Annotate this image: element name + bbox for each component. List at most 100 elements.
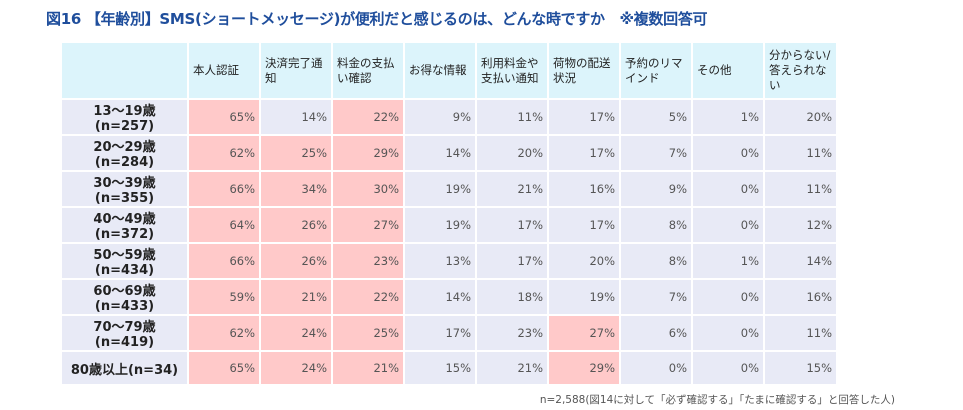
value-cell: 17% (477, 208, 547, 242)
value-cell: 11% (477, 100, 547, 134)
sample-note: n=2,588(図14に対して「必ず確認する」「たまに確認する」と回答した人) (539, 394, 895, 406)
value-cell: 11% (765, 136, 836, 170)
value-cell: 21% (333, 352, 403, 384)
header-corner (62, 43, 187, 98)
value-cell: 11% (765, 316, 836, 350)
value-cell: 8% (621, 208, 691, 242)
value-cell: 0% (693, 208, 763, 242)
table-row: 50〜59歳(n=434) 66% 26% 23% 13% 17% 20% 8% 1% 14% (62, 244, 836, 278)
row-label: 60〜69歳(n=433) (62, 280, 187, 314)
row-label: 13〜19歳(n=257) (62, 100, 187, 134)
value-cell: 20% (765, 100, 836, 134)
value-cell: 0% (693, 316, 763, 350)
row-label: 50〜59歳(n=434) (62, 244, 187, 278)
value-cell: 15% (405, 352, 475, 384)
value-cell: 21% (477, 172, 547, 206)
row-label: 80歳以上(n=34) (62, 352, 187, 384)
value-cell: 0% (693, 172, 763, 206)
row-label: 70〜79歳(n=419) (62, 316, 187, 350)
table-row: 60〜69歳(n=433) 59% 21% 22% 14% 18% 19% 7% 0% 16% (62, 280, 836, 314)
value-cell: 66% (189, 172, 259, 206)
value-cell: 6% (621, 316, 691, 350)
value-cell: 27% (333, 208, 403, 242)
value-cell: 0% (693, 280, 763, 314)
row-label: 30〜39歳(n=355) (62, 172, 187, 206)
value-cell: 24% (261, 316, 331, 350)
value-cell: 7% (621, 280, 691, 314)
value-cell: 0% (693, 352, 763, 384)
value-cell: 34% (261, 172, 331, 206)
value-cell: 21% (261, 280, 331, 314)
value-cell: 0% (621, 352, 691, 384)
value-cell: 62% (189, 316, 259, 350)
column-header: その他 (693, 43, 763, 98)
value-cell: 1% (693, 100, 763, 134)
value-cell: 14% (765, 244, 836, 278)
value-cell: 20% (477, 136, 547, 170)
column-header: 利用料金や支払い通知 (477, 43, 547, 98)
value-cell: 14% (405, 136, 475, 170)
value-cell: 64% (189, 208, 259, 242)
value-cell: 66% (189, 244, 259, 278)
value-cell: 65% (189, 100, 259, 134)
value-cell: 13% (405, 244, 475, 278)
column-header: 予約のリマインド (621, 43, 691, 98)
value-cell: 14% (405, 280, 475, 314)
value-cell: 21% (477, 352, 547, 384)
value-cell: 17% (549, 136, 619, 170)
value-cell: 19% (405, 208, 475, 242)
value-cell: 25% (261, 136, 331, 170)
value-cell: 30% (333, 172, 403, 206)
value-cell: 23% (477, 316, 547, 350)
value-cell: 22% (333, 280, 403, 314)
column-header: 決済完了通知 (261, 43, 331, 98)
value-cell: 19% (549, 280, 619, 314)
value-cell: 11% (765, 172, 836, 206)
value-cell: 29% (333, 136, 403, 170)
value-cell: 17% (477, 244, 547, 278)
value-cell: 15% (765, 352, 836, 384)
value-cell: 1% (693, 244, 763, 278)
value-cell: 23% (333, 244, 403, 278)
figure-title: 図16 【年齢別】SMS(ショートメッセージ)が便利だと感じるのは、どんな時です… (46, 10, 708, 28)
value-cell: 17% (549, 208, 619, 242)
value-cell: 62% (189, 136, 259, 170)
value-cell: 0% (693, 136, 763, 170)
value-cell: 20% (549, 244, 619, 278)
value-cell: 17% (549, 100, 619, 134)
value-cell: 9% (405, 100, 475, 134)
value-cell: 16% (549, 172, 619, 206)
table-row: 40〜49歳(n=372) 64% 26% 27% 19% 17% 17% 8% 0% 12% (62, 208, 836, 242)
table-row: 20〜29歳(n=284) 62% 25% 29% 14% 20% 17% 7% 0% 11% (62, 136, 836, 170)
value-cell: 26% (261, 208, 331, 242)
table-row: 70〜79歳(n=419) 62% 24% 25% 17% 23% 27% 6% 0% 11% (62, 316, 836, 350)
value-cell: 19% (405, 172, 475, 206)
column-header: 本人認証 (189, 43, 259, 98)
value-cell: 22% (333, 100, 403, 134)
value-cell: 14% (261, 100, 331, 134)
column-header: 荷物の配送状況 (549, 43, 619, 98)
value-cell: 9% (621, 172, 691, 206)
value-cell: 7% (621, 136, 691, 170)
value-cell: 65% (189, 352, 259, 384)
value-cell: 25% (333, 316, 403, 350)
value-cell: 59% (189, 280, 259, 314)
value-cell: 5% (621, 100, 691, 134)
table-row: 30〜39歳(n=355) 66% 34% 30% 19% 21% 16% 9% 0% 11% (62, 172, 836, 206)
value-cell: 17% (405, 316, 475, 350)
column-header: お得な情報 (405, 43, 475, 98)
table-row: 80歳以上(n=34) 65% 24% 21% 15% 21% 29% 0% 0% 15% (62, 352, 836, 384)
row-label: 20〜29歳(n=284) (62, 136, 187, 170)
value-cell: 18% (477, 280, 547, 314)
value-cell: 12% (765, 208, 836, 242)
value-cell: 24% (261, 352, 331, 384)
column-header: 料金の支払い確認 (333, 43, 403, 98)
value-cell: 16% (765, 280, 836, 314)
table-row: 13〜19歳(n=257) 65% 14% 22% 9% 11% 17% 5% 1% 20% (62, 100, 836, 134)
results-table: 本人認証 決済完了通知 料金の支払い確認 お得な情報 利用料金や支払い通知 荷物の配送状況… (60, 41, 838, 386)
value-cell: 27% (549, 316, 619, 350)
row-label: 40〜49歳(n=372) (62, 208, 187, 242)
column-header: 分からない/答えられない (765, 43, 836, 98)
value-cell: 26% (261, 244, 331, 278)
value-cell: 8% (621, 244, 691, 278)
